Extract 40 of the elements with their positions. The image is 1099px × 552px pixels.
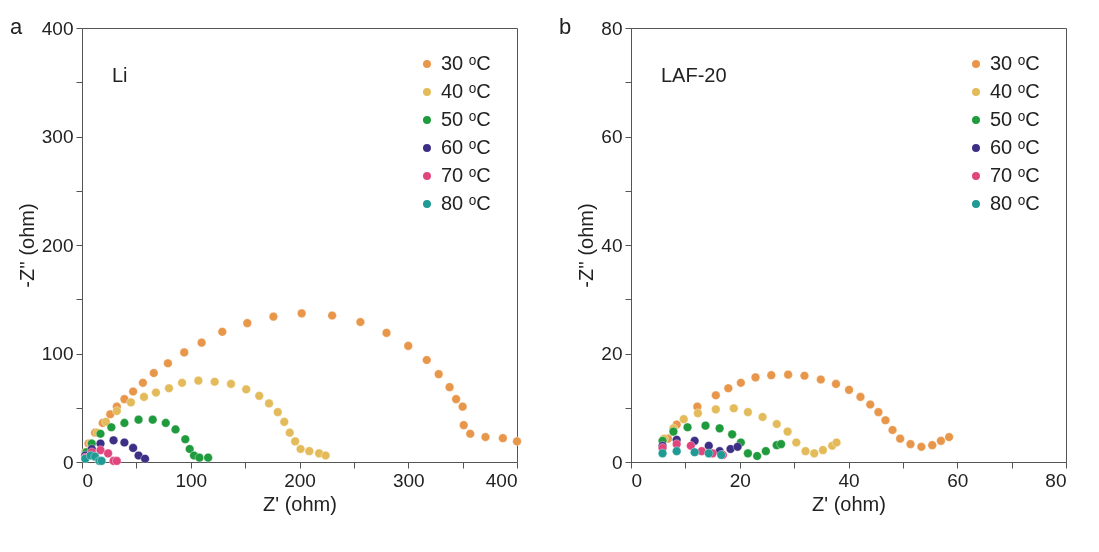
x-tick-label: 0 [82,469,94,491]
legend-label: 50 ᵒC [990,108,1040,130]
y-axis-title: -Z'' (ohm) [15,203,38,288]
legend-label: 30 ᵒC [990,52,1040,74]
y-tick-label: 300 [41,126,74,147]
y-axis-title: -Z'' (ohm) [575,203,598,288]
annotation: LAF-20 [661,64,727,86]
legend-label: 60 ᵒC [990,136,1040,158]
legend-label: 80 ᵒC [441,192,491,214]
legend-label: 70 ᵒC [441,164,491,186]
annotation: Li [112,64,128,86]
y-tick-label: 20 [601,343,623,364]
x-tick-label: 80 [1045,469,1067,491]
legend-label: 30 ᵒC [441,52,491,74]
x-axis-title: Z' (ohm) [263,492,337,515]
x-tick-label: 100 [175,469,208,491]
y-tick-label: 0 [62,451,74,473]
legend-label: 70 ᵒC [990,164,1040,186]
legend-label: 60 ᵒC [441,136,491,158]
y-tick-label: 100 [41,343,74,364]
chart-title: a [10,14,23,39]
x-tick-label: 300 [392,469,425,491]
x-tick-label: 0 [631,469,643,491]
x-tick-label: 20 [729,469,751,491]
x-tick-label: 200 [284,469,316,491]
legend-label: 40 ᵒC [441,80,491,102]
legend-label: 50 ᵒC [441,108,491,130]
chart-title: b [559,14,572,39]
y-tick-label: 80 [601,17,623,39]
legend-label: 80 ᵒC [990,192,1040,214]
x-axis-title: Z' (ohm) [812,492,886,515]
y-tick-label: 60 [601,126,623,147]
legend-label: 40 ᵒC [990,80,1040,102]
y-tick-label: 40 [601,234,623,256]
y-tick-label: 0 [611,451,623,473]
x-tick-label: 60 [947,469,969,491]
x-tick-label: 400 [485,469,518,491]
y-tick-label: 200 [41,234,74,256]
y-tick-label: 400 [41,17,74,39]
x-tick-label: 40 [838,469,860,491]
